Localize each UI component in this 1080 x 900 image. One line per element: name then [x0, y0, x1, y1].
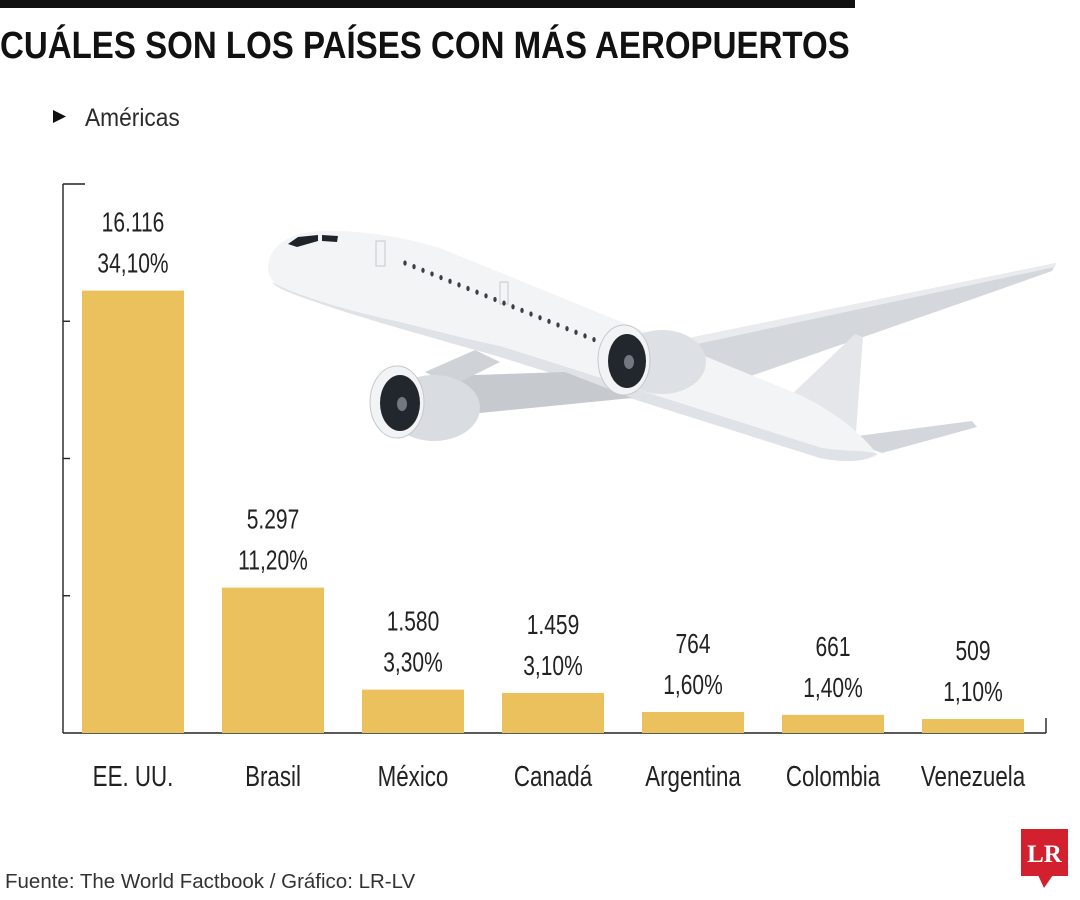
airplane-window: [556, 322, 560, 328]
airplane-horizontal-stabilizer: [842, 421, 977, 453]
category-label: Argentina: [645, 761, 741, 792]
airplane-window: [529, 311, 533, 317]
bar-value-label: 16.116: [102, 208, 165, 239]
category-label: Venezuela: [921, 761, 1026, 792]
airplane-window: [565, 326, 569, 332]
airplane-window: [484, 293, 488, 299]
triangle-right-icon: [53, 110, 66, 123]
category-label: Brasil: [245, 761, 301, 792]
airplane-window: [466, 285, 470, 292]
bar-value-label: 1.459: [527, 610, 580, 641]
airplane-near-wing-root: [445, 372, 632, 414]
bar-percent-label: 1,40%: [803, 673, 863, 704]
airplane-window: [493, 296, 497, 303]
airplane-cockpit-window: [288, 235, 318, 247]
airplane-illustration: [268, 230, 1056, 462]
airplane-window-row: [403, 260, 596, 343]
bar-percent-label: 3,30%: [383, 648, 443, 679]
airplane-window: [430, 271, 434, 277]
airplane-window: [538, 315, 542, 321]
airplane-engine-far: [597, 324, 706, 396]
bar: [502, 692, 604, 733]
bar-value-label: 764: [675, 629, 710, 660]
airplane-window: [439, 274, 443, 281]
engine-near-spinner: [397, 397, 407, 411]
logo-badge: [1021, 829, 1068, 876]
airplane-window: [583, 333, 587, 339]
airplane-door: [375, 240, 386, 267]
category-label: EE. UU.: [93, 761, 174, 792]
bar-value-label: 661: [815, 632, 850, 663]
category-label: Colombia: [786, 761, 881, 792]
airplane-belly-shade: [272, 282, 877, 462]
bar-percent-label: 1,10%: [943, 677, 1003, 708]
top-rule: [0, 0, 855, 8]
bar: [362, 689, 464, 733]
bar-percent-label: 1,60%: [663, 670, 723, 701]
bar: [782, 714, 884, 733]
bar-value-label: 1.580: [387, 607, 440, 638]
bar-percent-label: 11,20%: [238, 546, 308, 577]
bar-percent-label: 34,10%: [97, 249, 168, 280]
airplane-window: [520, 307, 524, 313]
bar-value-label: 509: [955, 636, 990, 667]
airplane-far-wing: [655, 263, 1056, 386]
bar: [222, 587, 324, 733]
airplane-cockpit-window: [322, 235, 338, 242]
bar: [922, 719, 1024, 733]
airplane-fuselage: [268, 230, 878, 462]
airplane-window: [511, 304, 515, 310]
lr-logo: LR: [1021, 829, 1068, 888]
chart-title: CUÁLES SON LOS PAÍSES CON MÁS AEROPUERTO…: [0, 24, 850, 67]
airplane-window: [475, 289, 479, 295]
bar: [82, 290, 184, 733]
airplane-window: [457, 282, 461, 288]
bar-percent-label: 3,10%: [523, 651, 583, 682]
bar-value-label: 5.297: [247, 505, 300, 536]
category-label: México: [378, 761, 449, 792]
source-credit: Fuente: The World Factbook / Gráfico: LR…: [5, 870, 416, 893]
category-label: Canadá: [514, 761, 593, 792]
airplane-window: [592, 336, 596, 343]
airplane-window: [502, 300, 506, 306]
airplane-window: [574, 329, 578, 335]
airplane-window: [547, 318, 551, 324]
airplane-window: [421, 267, 425, 273]
bar-series: 16.116 34,10% EE. UU. 5.297 11,20% Brasil 1.58…: [82, 208, 1026, 793]
airplane-engine-near: [369, 350, 500, 441]
logo-badge-tail: [1038, 875, 1053, 888]
logo-text: LR: [1027, 841, 1063, 868]
airplane-window: [448, 278, 452, 284]
airplane-window: [403, 260, 407, 266]
chart-subtitle: Américas: [85, 104, 180, 132]
engine-far-spinner: [624, 355, 634, 369]
airplane-far-wing-leading-edge: [655, 263, 1056, 352]
airplane-window: [412, 264, 416, 270]
bar: [642, 712, 744, 733]
